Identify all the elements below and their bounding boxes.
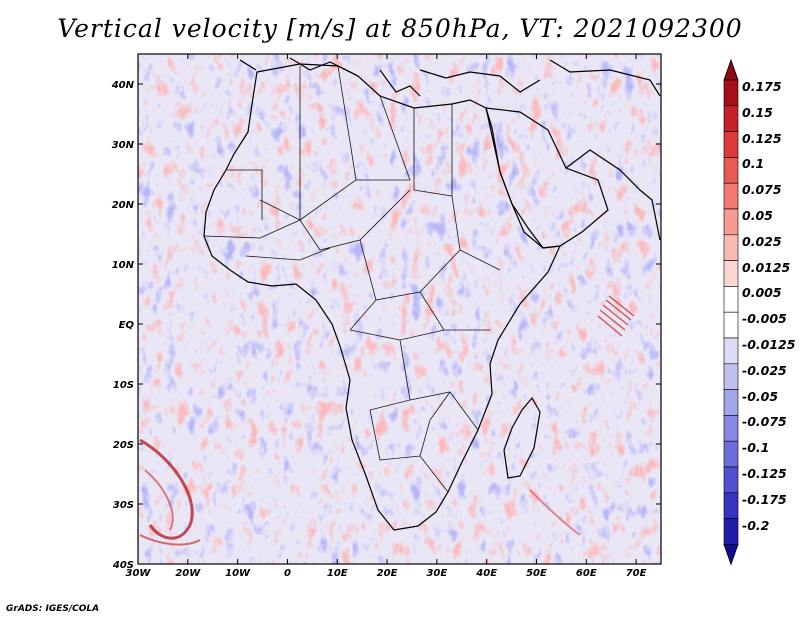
colorbar-level-label: -0.2 xyxy=(742,517,770,533)
colorbar-swatch xyxy=(723,415,739,442)
colorbar-swatch xyxy=(723,311,739,339)
vertical-velocity-field xyxy=(138,54,661,564)
lon-label: 50E xyxy=(526,568,547,579)
lon-label: 20W xyxy=(175,568,201,579)
colorbar-bottom-arrow xyxy=(723,544,739,566)
colorbar-swatch xyxy=(723,286,739,313)
colorbar-swatch xyxy=(723,337,739,365)
colorbar-level-label: 0.125 xyxy=(742,130,782,146)
lon-label: 30W xyxy=(126,568,152,579)
lon-label: 20E xyxy=(377,568,398,579)
asia-coastline xyxy=(565,149,661,241)
colorbar-swatch xyxy=(723,492,739,519)
colorbar-level-label: 0.1 xyxy=(742,156,765,172)
colorbar-swatch xyxy=(723,105,739,132)
colorbar-level-label: -0.05 xyxy=(742,388,779,404)
colorbar-swatch xyxy=(723,182,739,210)
colorbar-level-label: -0.025 xyxy=(742,362,787,378)
lon-label: 10E xyxy=(327,568,348,579)
colorbar-swatch xyxy=(723,466,739,494)
lon-label: 10W xyxy=(225,568,251,579)
lon-label: 0 xyxy=(284,568,291,579)
page-title: Vertical velocity [m/s] at 850hPa, VT: 2… xyxy=(57,14,743,43)
colorbar-level-label: -0.175 xyxy=(742,491,787,507)
lon-label: 60E xyxy=(576,568,597,579)
lat-label: 40S xyxy=(112,560,134,571)
lat-label: 20S xyxy=(113,440,134,451)
colorbar-swatch xyxy=(723,208,739,236)
colorbar-swatch xyxy=(723,440,739,468)
colorbar-swatch xyxy=(723,363,739,390)
lon-label: 40E xyxy=(475,568,497,579)
colorbar-level-label: 0.15 xyxy=(742,104,773,120)
colorbar-level-label: 0.0125 xyxy=(742,259,791,275)
colorbar-level-label: 0.175 xyxy=(742,79,782,94)
colorbar-swatch xyxy=(723,389,739,416)
lat-label: 10S xyxy=(113,380,134,391)
lat-label: 10N xyxy=(112,260,135,271)
colorbar-level-label: 0.025 xyxy=(742,233,782,249)
lat-label: 40N xyxy=(111,80,135,91)
colorbar xyxy=(723,58,739,566)
colorbar-level-label: -0.1 xyxy=(742,440,770,456)
country-borders xyxy=(203,65,501,493)
colorbar-level-label: -0.075 xyxy=(742,414,787,430)
colorbar-swatch xyxy=(723,260,739,287)
arabia-coastline xyxy=(485,107,609,249)
colorbar-level-label: -0.0125 xyxy=(742,337,796,352)
africa-coastline xyxy=(203,63,561,531)
plot-frame xyxy=(137,53,662,565)
coastlines xyxy=(203,57,661,531)
colorbar-level-label: -0.005 xyxy=(742,311,787,327)
colorbar-level-label: 0.05 xyxy=(742,208,773,223)
colorbar-swatch xyxy=(723,79,739,107)
colorbar-swatch xyxy=(723,234,739,261)
colorbar-level-label: 0.005 xyxy=(742,285,782,301)
lat-label: 20N xyxy=(112,200,135,211)
grads-credit: GrADS: IGES/COLA xyxy=(6,604,100,614)
lat-label: 30S xyxy=(113,500,134,511)
lat-label: EQ xyxy=(119,320,135,331)
lat-label: 30N xyxy=(112,140,135,151)
lon-label: 30E xyxy=(426,568,447,579)
colorbar-swatch xyxy=(723,131,739,158)
lon-label: 70E xyxy=(626,568,647,579)
colorbar-top-arrow xyxy=(723,58,739,81)
colorbar-level-label: 0.075 xyxy=(742,182,782,198)
colorbar-swatch xyxy=(723,157,739,184)
europe-coastline xyxy=(239,57,661,97)
colorbar-level-label: -0.125 xyxy=(742,466,787,481)
madagascar-coastline xyxy=(503,396,541,479)
colorbar-swatch xyxy=(723,518,739,545)
